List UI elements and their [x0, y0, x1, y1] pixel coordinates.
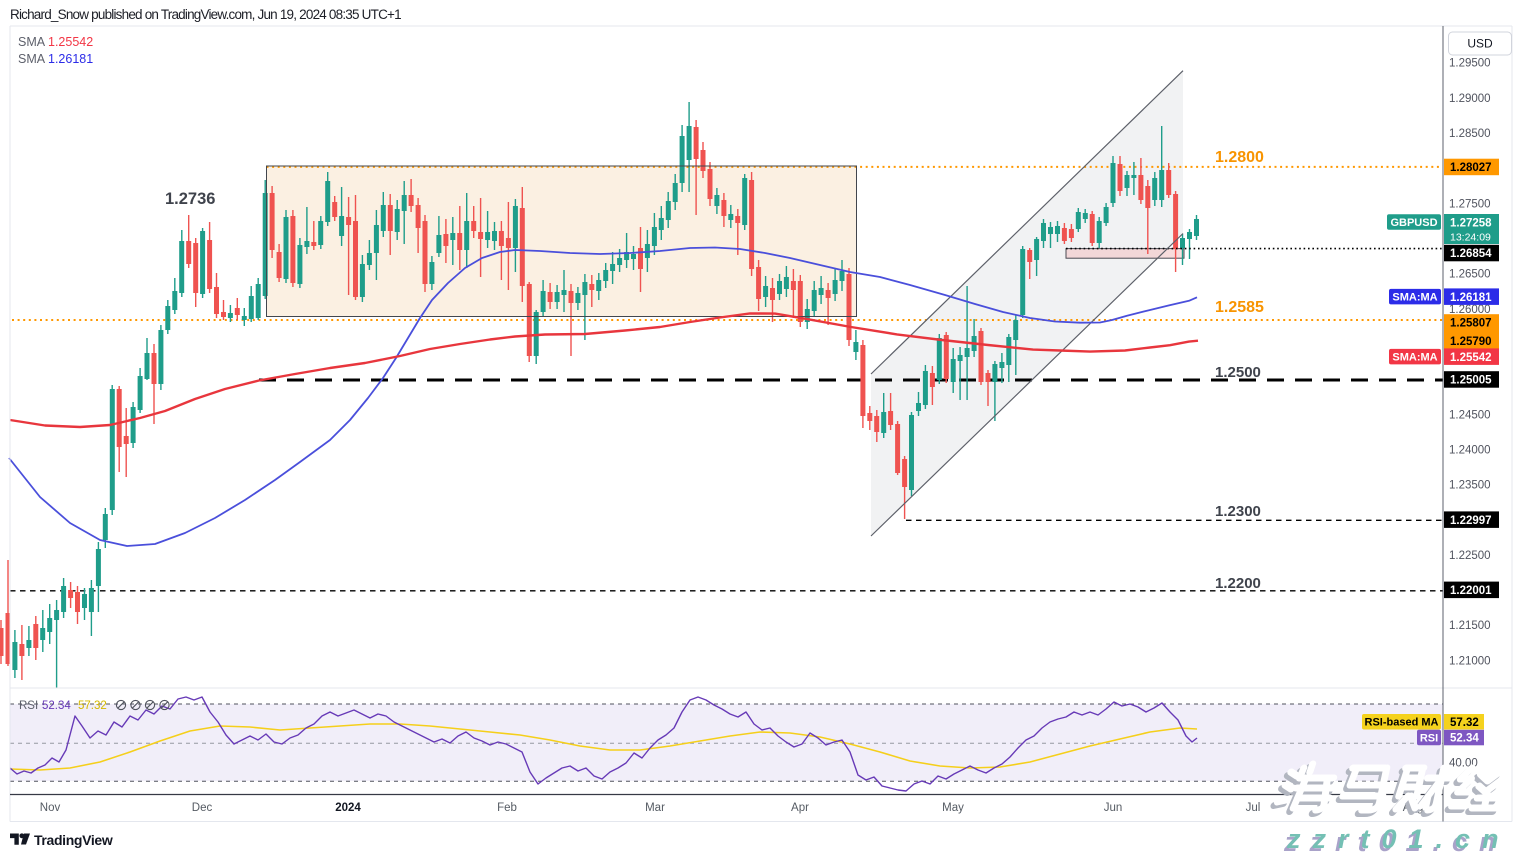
svg-text:1.27500: 1.27500: [1449, 198, 1491, 210]
svg-text:TradingView: TradingView: [34, 832, 113, 848]
svg-text:1.2585: 1.2585: [1215, 299, 1264, 316]
svg-text:57.32: 57.32: [1450, 717, 1479, 729]
svg-text:52.34: 52.34: [1450, 733, 1479, 745]
svg-text:SMA:MA: SMA:MA: [1392, 291, 1437, 303]
svg-text:1.2300: 1.2300: [1215, 503, 1261, 520]
svg-text:USD: USD: [1467, 37, 1493, 51]
svg-text:57.32: 57.32: [78, 700, 107, 712]
svg-text:1.22001: 1.22001: [1450, 585, 1492, 597]
svg-text:1.2800: 1.2800: [1215, 149, 1264, 166]
svg-text:Apr: Apr: [791, 802, 809, 814]
svg-text:Jun: Jun: [1104, 802, 1123, 814]
svg-text:RSI: RSI: [19, 700, 38, 712]
svg-text:1.21500: 1.21500: [1449, 620, 1491, 632]
svg-text:1.26500: 1.26500: [1449, 269, 1491, 281]
svg-text:zzrt01.cn: zzrt01.cn: [1286, 824, 1511, 854]
svg-text:Feb: Feb: [497, 802, 517, 814]
svg-text:1.22997: 1.22997: [1450, 515, 1492, 527]
svg-text:1.25807: 1.25807: [1450, 318, 1492, 330]
svg-text:1.21000: 1.21000: [1449, 655, 1491, 667]
svg-text:RSI-based MA: RSI-based MA: [1365, 717, 1439, 729]
svg-text:1.26854: 1.26854: [1450, 248, 1492, 260]
svg-text:SMA: SMA: [18, 35, 46, 49]
svg-text:1.2500: 1.2500: [1215, 364, 1261, 381]
svg-text:13:24:09: 13:24:09: [1450, 232, 1491, 244]
svg-text:1.25542: 1.25542: [1450, 352, 1492, 364]
svg-text:SMA:MA: SMA:MA: [1392, 352, 1437, 364]
svg-text:SMA: SMA: [18, 52, 46, 66]
svg-text:1.29500: 1.29500: [1449, 58, 1491, 70]
svg-text:May: May: [942, 802, 964, 814]
svg-text:1.23500: 1.23500: [1449, 480, 1491, 492]
svg-text:1.25542: 1.25542: [48, 35, 93, 49]
svg-text:1.2200: 1.2200: [1215, 575, 1261, 592]
svg-text:1.26181: 1.26181: [48, 52, 93, 66]
svg-text:1.28027: 1.28027: [1450, 162, 1492, 174]
svg-text:1.26000: 1.26000: [1449, 304, 1491, 316]
svg-text:1.22500: 1.22500: [1449, 550, 1491, 562]
svg-text:RSI: RSI: [1420, 732, 1438, 744]
svg-text:2024: 2024: [335, 802, 361, 814]
svg-text:Mar: Mar: [645, 802, 665, 814]
svg-text:52.34: 52.34: [42, 700, 71, 712]
svg-text:1.25790: 1.25790: [1450, 336, 1492, 348]
svg-text:GBPUSD: GBPUSD: [1390, 217, 1437, 229]
svg-text:Jul: Jul: [1246, 802, 1261, 814]
svg-text:Richard_Snow published on Trad: Richard_Snow published on TradingView.co…: [10, 7, 401, 22]
svg-text:1.24000: 1.24000: [1449, 444, 1491, 456]
svg-text:1.28500: 1.28500: [1449, 128, 1491, 140]
svg-text:1.27258: 1.27258: [1450, 218, 1492, 230]
svg-text:zzrt01.cn: zzrt01.cn: [1283, 827, 1508, 857]
svg-text:1.2736: 1.2736: [165, 190, 215, 208]
svg-text:1.26181: 1.26181: [1450, 292, 1492, 304]
svg-text:Dec: Dec: [192, 802, 213, 814]
svg-text:1.25005: 1.25005: [1450, 375, 1492, 387]
svg-text:1.29000: 1.29000: [1449, 93, 1491, 105]
svg-text:Nov: Nov: [40, 802, 61, 814]
svg-text:1.24500: 1.24500: [1449, 409, 1491, 421]
